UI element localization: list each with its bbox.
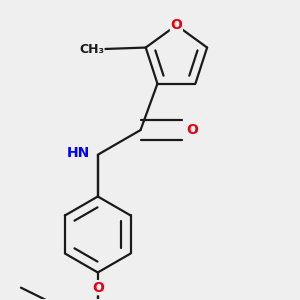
Text: O: O bbox=[170, 18, 182, 32]
Text: O: O bbox=[186, 123, 198, 137]
Text: CH₃: CH₃ bbox=[79, 43, 104, 56]
Text: HN: HN bbox=[66, 146, 89, 160]
Text: O: O bbox=[92, 281, 104, 295]
